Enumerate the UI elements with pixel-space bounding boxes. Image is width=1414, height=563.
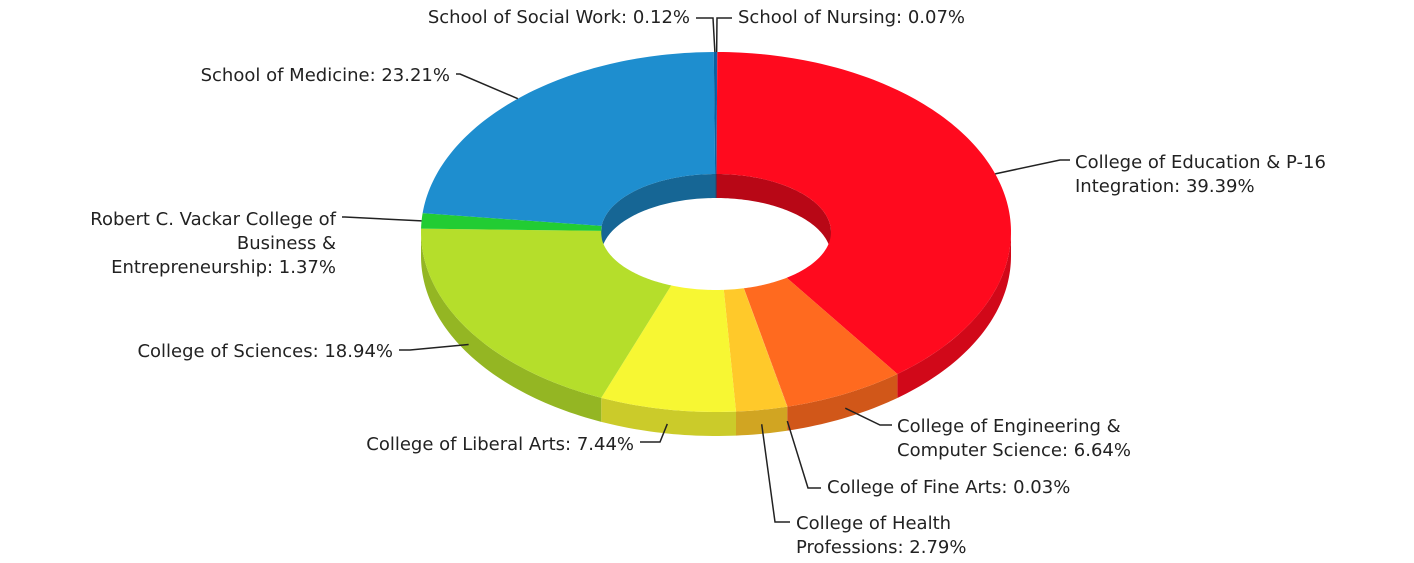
leader-line (995, 159, 1070, 175)
leader-line (844, 407, 892, 426)
slice (713, 52, 716, 174)
slice-side (897, 232, 1011, 398)
leader-line (640, 423, 668, 443)
slice-label: School of Social Work: 0.12% (427, 7, 690, 28)
leader-line (696, 17, 716, 53)
slice-label: College of Fine Arts: 0.03% (827, 477, 1071, 498)
slice (743, 288, 788, 407)
slice (716, 52, 718, 174)
slice-label: School of Medicine: 23.21% (200, 65, 450, 86)
slice-label: School of Nursing: 0.07% (738, 7, 966, 28)
leader-line (760, 424, 790, 523)
slice (723, 288, 788, 412)
slice-side (421, 232, 602, 422)
slice-label: College of Health Professions: 2.79% (796, 513, 967, 558)
slice-label: Robert C. Vackar College of Business & E… (90, 209, 336, 278)
slice-inner-wall (716, 174, 717, 198)
slice-label: College of Sciences: 18.94% (137, 341, 393, 362)
slice-side (601, 397, 736, 436)
slice-inner-wall (716, 174, 831, 256)
slice-side (736, 406, 788, 436)
leader-line (456, 73, 519, 100)
slice-label: College of Education & P-16 Integration:… (1075, 152, 1326, 197)
leader-line (399, 343, 469, 351)
slice (743, 277, 898, 407)
slice (601, 285, 736, 412)
slice-side (787, 406, 788, 431)
slice (422, 52, 716, 226)
slice (421, 228, 672, 398)
slice (421, 213, 602, 231)
slice-inner-wall (715, 174, 716, 198)
slice-label: College of Engineering & Computer Scienc… (897, 416, 1131, 461)
slice (716, 52, 1011, 374)
leader-line (786, 420, 821, 489)
slice-label: College of Liberal Arts: 7.44% (366, 434, 634, 455)
slice-side (787, 373, 898, 431)
slice-inner-wall (601, 174, 716, 250)
leader-line (342, 216, 422, 222)
leader-line (715, 17, 732, 53)
